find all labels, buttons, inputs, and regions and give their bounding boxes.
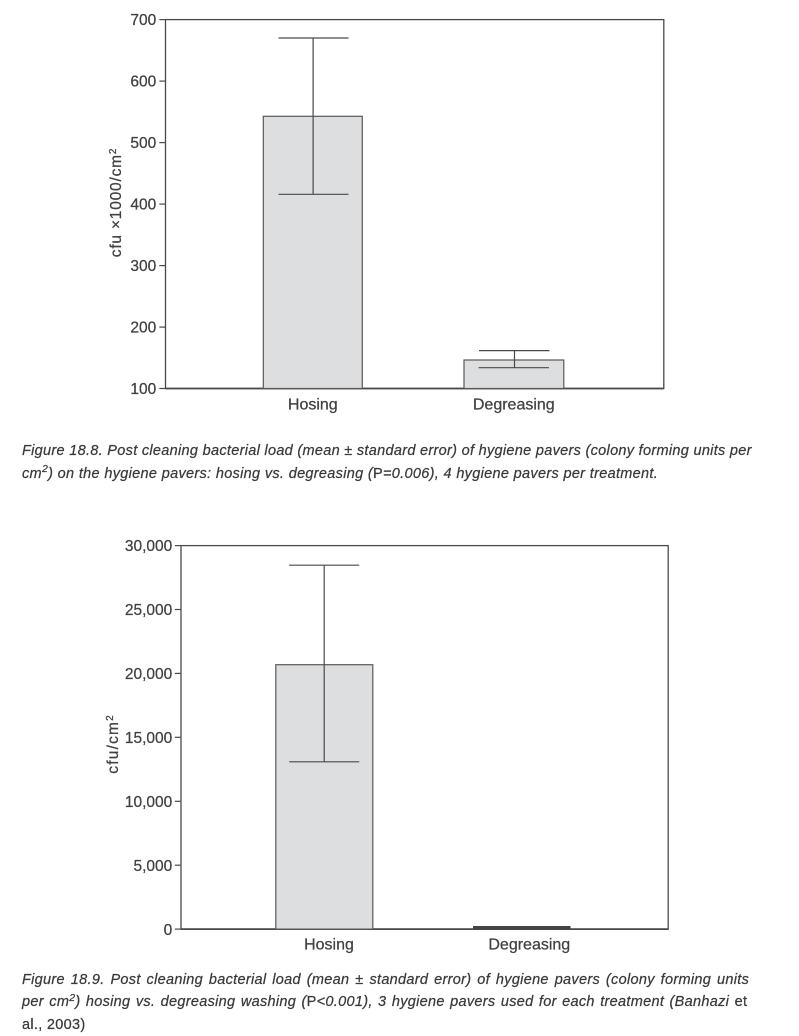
svg-text:25,000: 25,000 [125,602,173,619]
svg-text:15,000: 15,000 [125,730,173,747]
svg-text:700: 700 [130,12,156,29]
svg-text:Hosing: Hosing [304,936,354,953]
svg-text:20,000: 20,000 [125,666,173,683]
svg-text:Hosing: Hosing [288,396,338,413]
svg-text:5,000: 5,000 [134,858,173,875]
svg-text:cfu/cm2: cfu/cm2 [105,714,122,774]
svg-text:300: 300 [130,258,156,275]
svg-text:10,000: 10,000 [125,794,173,811]
svg-text:500: 500 [130,135,156,152]
svg-text:0: 0 [164,922,173,939]
svg-text:Degreasing: Degreasing [473,396,555,413]
svg-text:400: 400 [130,197,156,214]
svg-text:600: 600 [130,74,156,91]
svg-text:100: 100 [130,381,156,398]
svg-text:Degreasing: Degreasing [488,936,570,953]
svg-text:cfu ×1000/cm2: cfu ×1000/cm2 [108,148,125,257]
svg-text:30,000: 30,000 [125,538,173,555]
svg-text:200: 200 [130,320,156,337]
